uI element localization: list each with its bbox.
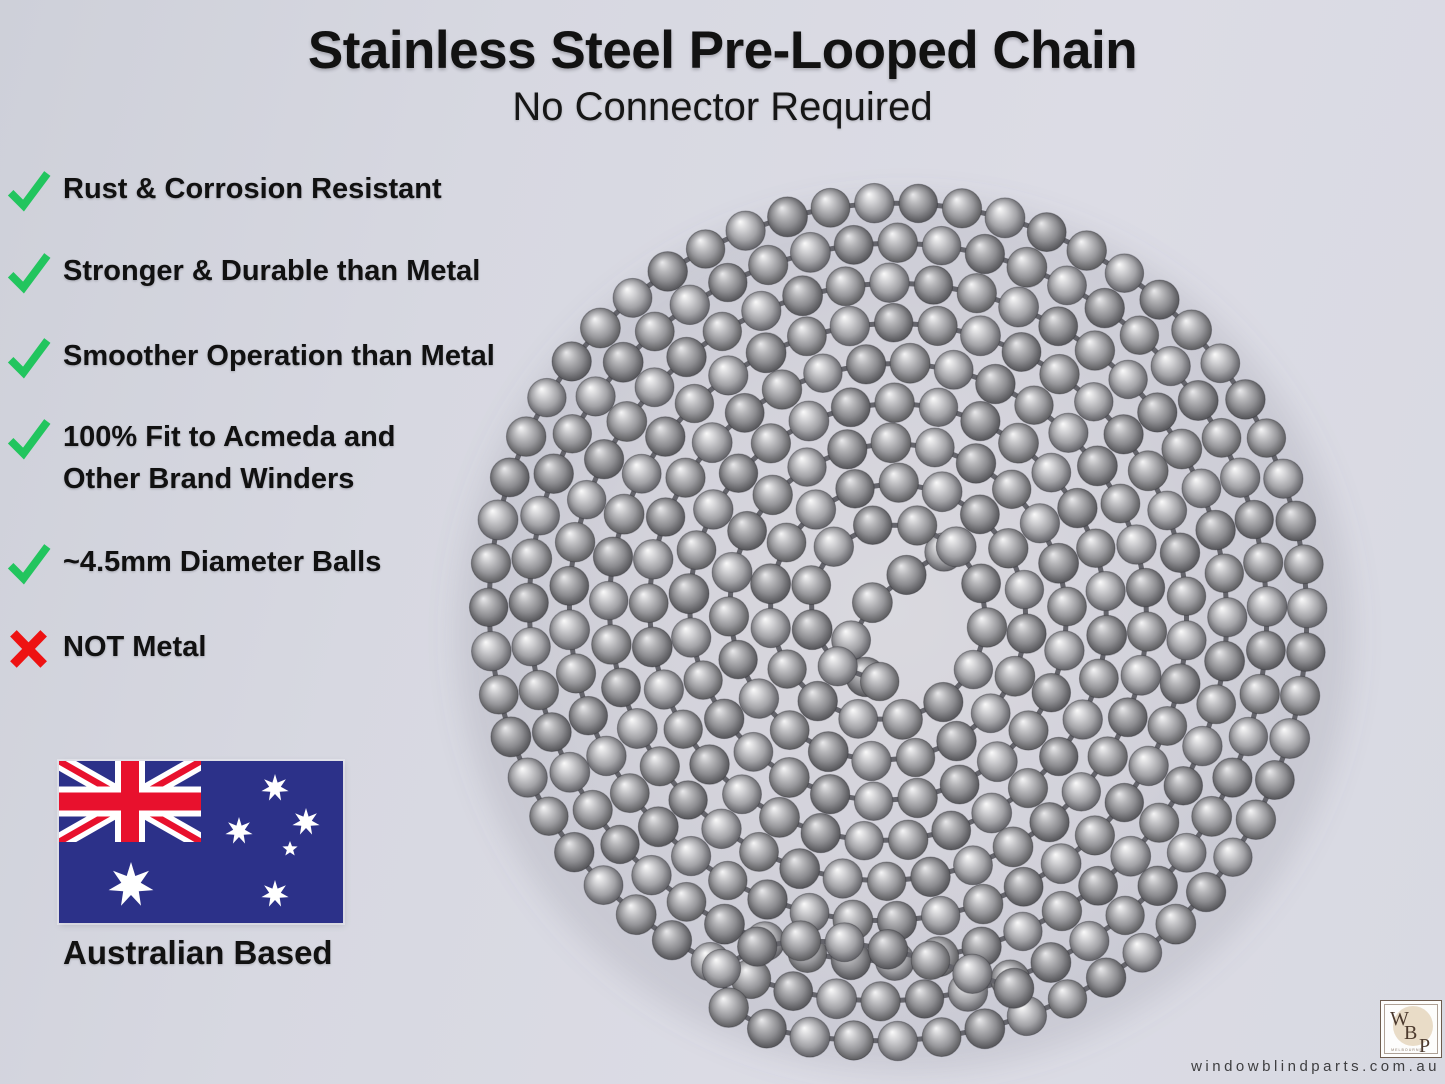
cross-icon — [10, 630, 47, 668]
feature-item: NOT Metal — [6, 626, 206, 670]
feature-list: Rust & Corrosion Resistant Stronger & Dur… — [0, 0, 600, 700]
wbp-logo: W B P MELBOURNE — [1380, 1000, 1442, 1058]
flag-star — [108, 862, 154, 906]
check-icon — [7, 253, 51, 294]
feature-item: 100% Fit to Acmeda and Other Brand Winder… — [6, 416, 396, 500]
feature-text-line2: Other Brand Winders — [63, 463, 355, 495]
feature-item: ~4.5mm Diameter Balls — [6, 541, 381, 585]
page-title: Stainless Steel Pre-Looped Chain — [307, 21, 1138, 80]
flag-stars — [108, 774, 320, 907]
logo-circle — [1393, 1006, 1433, 1046]
flag-star — [282, 841, 298, 856]
feature-text: Smoother Operation than Metal — [63, 340, 495, 372]
flag-star — [261, 774, 289, 801]
feature-text: Stronger & Durable than Metal — [63, 255, 481, 287]
feature-text: Rust & Corrosion Resistant — [63, 173, 442, 205]
page-subtitle: No Connector Required — [512, 85, 933, 129]
logo-letter-w: W — [1390, 1008, 1409, 1030]
check-icon — [7, 419, 51, 460]
logo-letter-b: B — [1404, 1022, 1417, 1044]
australian-flag — [59, 761, 343, 923]
check-icon — [7, 338, 51, 379]
flag-star — [292, 808, 320, 835]
logo-subtext: MELBOURNE — [1391, 1048, 1423, 1052]
feature-item: Rust & Corrosion Resistant — [6, 168, 442, 212]
logo-letter-p: P — [1419, 1035, 1430, 1057]
flag-star — [225, 817, 253, 844]
website-watermark: windowblindparts.com.au — [1191, 1058, 1440, 1075]
union-jack — [59, 761, 201, 842]
feature-item: Smoother Operation than Metal — [6, 335, 495, 379]
feature-text: NOT Metal — [63, 631, 207, 663]
feature-text: ~4.5mm Diameter Balls — [63, 546, 382, 578]
feature-text: 100% Fit to Acmeda and — [63, 421, 396, 453]
flag-star — [261, 880, 289, 907]
origin-label: Australian Based — [63, 934, 333, 971]
check-icon — [7, 171, 51, 212]
check-icon — [7, 544, 51, 585]
feature-item: Stronger & Durable than Metal — [6, 250, 480, 294]
